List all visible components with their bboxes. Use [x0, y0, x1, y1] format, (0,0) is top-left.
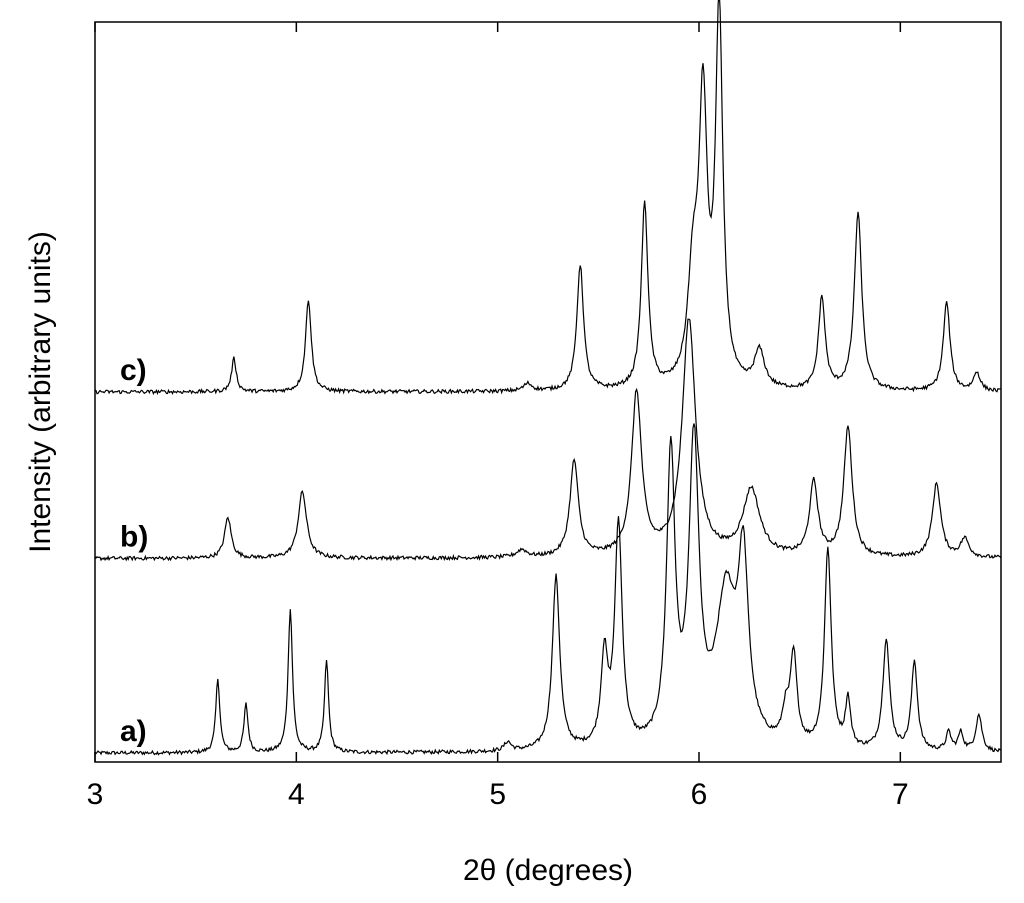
series-line-c	[94, 0, 1002, 396]
x-axis-label: 2θ (degrees)	[463, 854, 633, 887]
y-axis-label: Intensity (arbitrary units)	[24, 231, 57, 553]
x-ticks	[94, 22, 902, 762]
x-tick-label: 5	[489, 778, 506, 811]
x-tick-label: 6	[691, 778, 708, 811]
x-tick-labels: 3 4 5 6 7	[87, 778, 909, 811]
x-tick-label: 3	[87, 778, 104, 811]
series-label-b: b)	[120, 521, 148, 554]
x-tick-label: 7	[892, 778, 909, 811]
series-line-b	[94, 318, 1002, 562]
x-tick-label: 4	[288, 778, 305, 811]
series-label-a: a)	[120, 715, 147, 748]
series-label-c: c)	[120, 354, 147, 387]
series-lines	[94, 0, 1002, 756]
plot-frame	[94, 21, 1002, 763]
series-line-a	[94, 423, 1002, 756]
series-labels: a) b) c)	[120, 354, 148, 748]
